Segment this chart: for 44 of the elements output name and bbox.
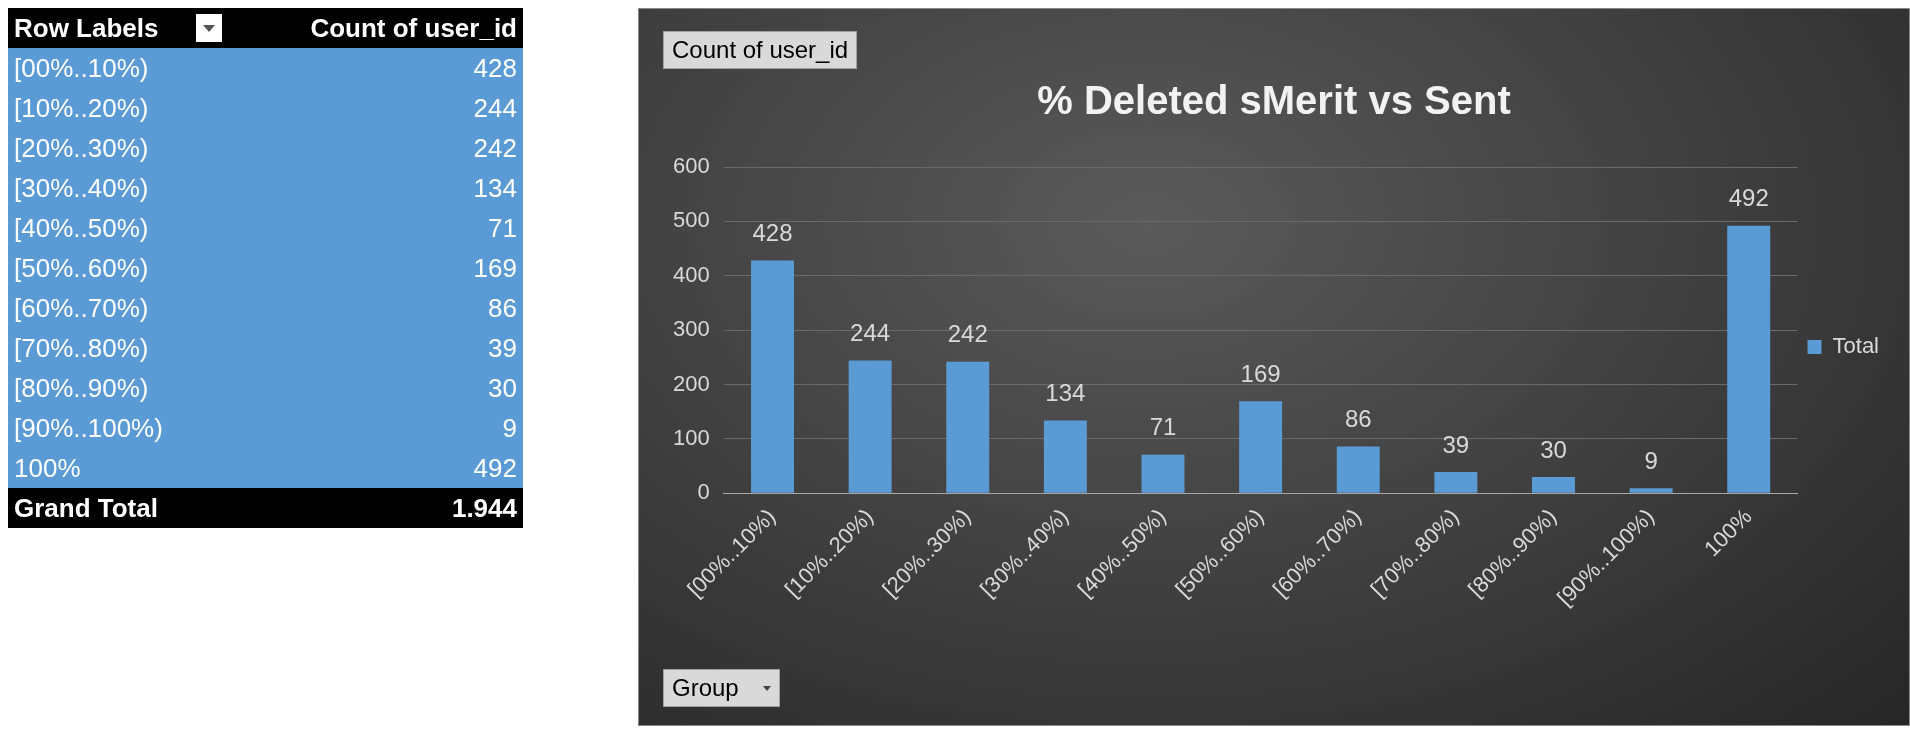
category-label: [10%..20%) [13,91,150,125]
data-label: 242 [472,131,518,165]
y-tick-label: 0 [697,479,710,505]
data-label: 30 [487,371,518,405]
data-label: 134 [1045,379,1086,407]
data-label: 9 [501,411,518,445]
category-label: [40%..50%) [13,211,150,245]
data-label: 86 [487,291,518,325]
data-label: 71 [1149,413,1177,441]
data-label: 244 [472,91,518,125]
category-label: [60%..70%) [13,291,150,325]
chart-title: % Deleted sMerit vs Sent [1037,78,1511,123]
data-label: 169 [472,251,518,285]
legend-label: Total [1832,333,1880,359]
category-label: [50%..60%) [13,251,150,285]
data-label: 169 [1240,359,1281,387]
data-label: 71 [487,211,518,245]
data-label: 428 [472,51,518,85]
data-label: 86 [1344,405,1372,433]
y-tick-label: 500 [672,207,710,233]
data-label: 39 [487,331,518,365]
y-tick-label: 200 [672,370,710,396]
data-label: 242 [947,320,988,348]
category-label: [70%..80%) [13,331,150,365]
data-label: 244 [850,319,891,347]
text: Group [672,674,739,702]
category-label: [90%..100%) [13,411,164,445]
data-label: 428 [752,219,793,247]
category-label: [30%..40%) [13,171,150,205]
data-label: 134 [472,171,518,205]
data-label: 492 [472,451,518,485]
text: Count of user_id [663,31,858,69]
category-label: [80%..90%) [13,371,150,405]
y-tick-label: 100 [672,424,710,450]
y-tick-label: 600 [672,153,710,179]
category-label: [00%..10%) [13,51,150,85]
data-label: 39 [1442,430,1470,458]
data-label: 9 [1644,446,1658,474]
data-label: 492 [1728,184,1769,212]
y-tick-label: 300 [672,316,710,342]
category-label: [20%..30%) [13,131,150,165]
y-tick-label: 400 [672,261,710,287]
data-label: 30 [1540,435,1567,463]
category-label: 100% [13,451,82,485]
